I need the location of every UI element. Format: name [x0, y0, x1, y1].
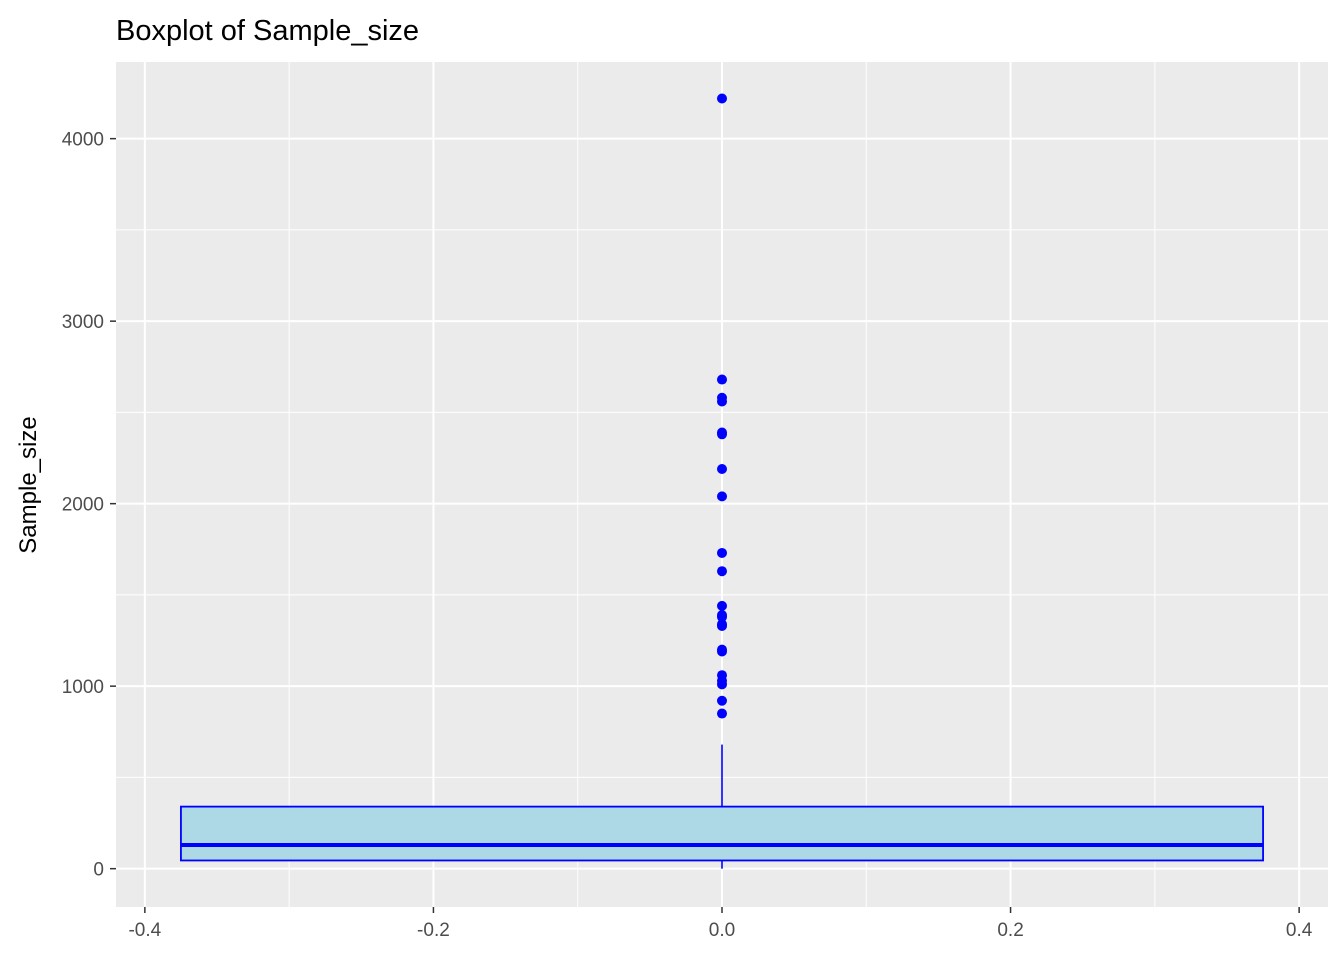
outlier-point: [717, 463, 727, 474]
box-iqr: [180, 805, 1264, 862]
x-tick-label: 0.0: [709, 920, 735, 941]
x-tick-label: -0.2: [417, 920, 450, 941]
outlier-point: [717, 619, 727, 630]
box-layer: [180, 744, 1264, 869]
chart-title: Boxplot of Sample_size: [116, 15, 419, 47]
y-tick-label: 0: [93, 860, 104, 881]
outlier-point: [717, 491, 727, 502]
tick-labels: -0.4 -0.2 0.0 0.2 0.4 0 1000 2000 3000 4000: [62, 130, 1313, 941]
x-tick-label: 0.4: [1286, 920, 1313, 941]
axis-ticks: [110, 137, 1300, 913]
y-tick-label: 2000: [62, 495, 104, 516]
y-tick-label: 4000: [62, 130, 104, 151]
outlier-point: [717, 695, 727, 706]
x-tick-label: 0.2: [997, 920, 1023, 941]
outlier-point: [717, 392, 727, 403]
outlier-point: [717, 427, 727, 438]
y-axis-label: Sample_size: [15, 416, 42, 553]
outlier-point: [717, 547, 727, 558]
outlier-point: [717, 708, 727, 719]
outlier-point: [717, 600, 727, 611]
outlier-point: [717, 670, 727, 681]
y-tick-label: 3000: [62, 312, 104, 333]
outlier-layer: [717, 93, 727, 719]
outlier-point: [717, 374, 727, 385]
x-tick-label: -0.4: [128, 920, 161, 941]
outlier-point: [717, 609, 727, 620]
outlier-point: [717, 93, 727, 104]
outlier-point: [717, 644, 727, 655]
outlier-point: [717, 566, 727, 577]
y-tick-label: 1000: [62, 677, 104, 698]
